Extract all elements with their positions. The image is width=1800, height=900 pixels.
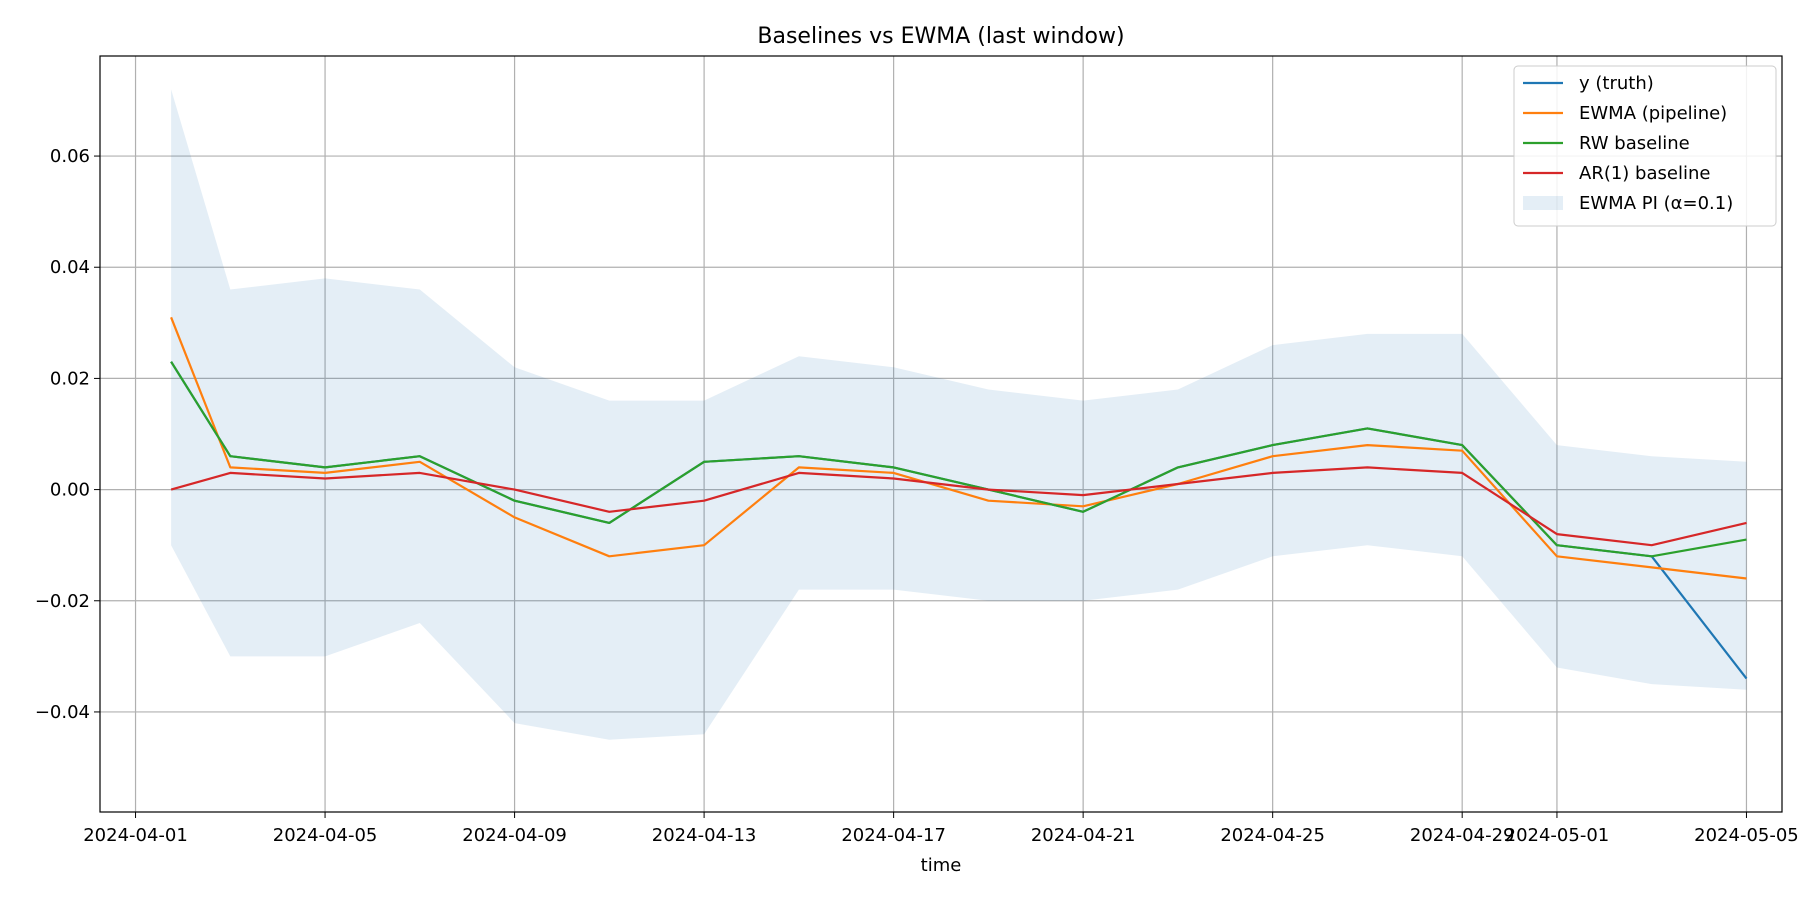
x-tick-label: 2024-04-25 <box>1220 825 1325 846</box>
y-tick-label: 0.00 <box>50 480 90 501</box>
legend-label: EWMA PI (α=0.1) <box>1579 193 1733 214</box>
x-tick-label: 2024-05-05 <box>1694 825 1799 846</box>
y-tick-label: 0.06 <box>50 146 90 167</box>
legend-label: RW baseline <box>1579 133 1690 154</box>
ewma-prediction-interval <box>171 89 1747 740</box>
prediction-interval-layer <box>171 89 1747 740</box>
series-layer <box>170 316 1748 680</box>
x-tick-label: 2024-04-17 <box>841 825 946 846</box>
y-tick-label: −0.04 <box>35 702 90 723</box>
legend-box <box>1513 65 1777 227</box>
ticks: 2024-04-01 2024-04-05 2024-04-09 2024-04-13… <box>35 146 1799 846</box>
x-tick-label: 2024-04-01 <box>83 825 188 846</box>
y-tick-label: 0.04 <box>50 257 90 278</box>
x-axis-label: time <box>921 855 962 876</box>
plot-frame <box>99 55 1783 813</box>
y-tick-label: −0.02 <box>35 591 90 612</box>
legend-label: AR(1) baseline <box>1579 163 1710 184</box>
x-tick-label: 2024-04-13 <box>652 825 757 846</box>
series-line-rw-baseline <box>170 361 1747 558</box>
legend-label: y (truth) <box>1579 73 1654 94</box>
x-tick-label: 2024-05-01 <box>1505 825 1610 846</box>
legend-swatch <box>1523 196 1563 210</box>
series-line-ewma <box>170 316 1747 580</box>
x-tick-label: 2024-04-05 <box>273 825 378 846</box>
legend: y (truth) EWMA (pipeline) RW baseline AR(1)… <box>1513 65 1777 227</box>
legend-label: EWMA (pipeline) <box>1579 103 1727 124</box>
x-tick-label: 2024-04-29 <box>1410 825 1515 846</box>
series-line-ar1-baseline <box>170 466 1747 547</box>
x-tick-label: 2024-04-21 <box>1031 825 1136 846</box>
x-tick-label: 2024-04-09 <box>462 825 567 846</box>
y-tick-label: 0.02 <box>50 368 90 389</box>
chart-title: Baselines vs EWMA (last window) <box>757 24 1124 49</box>
